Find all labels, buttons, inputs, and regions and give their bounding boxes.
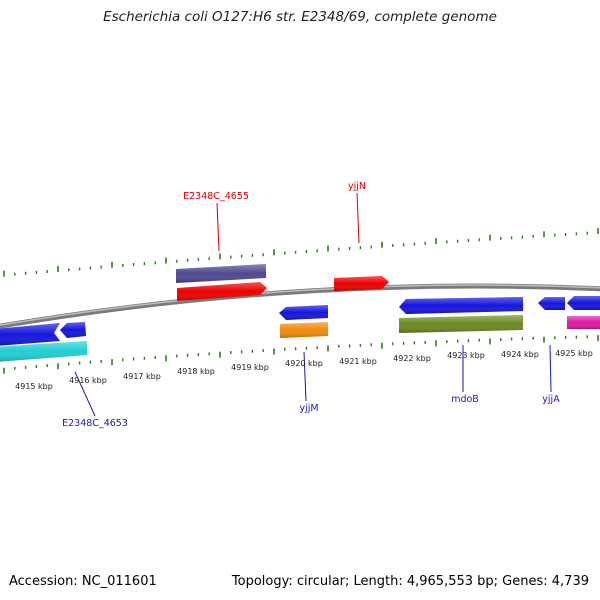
ruler-label-4918: 4918 kbp [177,367,215,376]
ruler-label-4917: 4917 kbp [123,372,161,381]
outer-tick-marks [3,228,599,277]
genome-summary-text: Topology: circular; Length: 4,965,553 bp… [231,574,589,589]
leader-yjjN [356,192,360,244]
ruler-label-4923: 4923 kbp [447,351,485,360]
ruler-label-4924: 4924 kbp [501,350,539,359]
ruler-label-4919: 4919 kbp [231,363,269,372]
gene-label-yjjM[interactable]: yjjM [299,403,318,414]
ruler-label-4922: 4922 kbp [393,354,431,363]
ruler-label-4921: 4921 kbp [339,357,377,366]
leader-yjjM [303,351,307,402]
leader-yjjA [549,344,552,393]
leader-E2348C_4655 [216,202,220,252]
gene-label-mdoB[interactable]: mdoB [451,394,479,405]
genome-backbone [0,283,600,329]
gene-label-yjjN[interactable]: yjjN [348,181,366,192]
genome-backbone-highlight [0,284,600,326]
gene-label-E2348C_4655[interactable]: E2348C_4655 [183,191,249,202]
gene-label-yjjA[interactable]: yjjA [542,394,560,405]
ruler-label-4925: 4925 kbp [555,349,593,358]
leader-E2348C_4653 [74,371,96,417]
inner-tick-marks [3,335,599,374]
ruler-label-4915: 4915 kbp [15,382,53,391]
map-title: Escherichia coli O127:H6 str. E2348/69, … [103,9,497,25]
ruler-label-4920: 4920 kbp [285,359,323,368]
ruler-label-4916: 4916 kbp [69,376,107,385]
gene-label-E2348C_4653[interactable]: E2348C_4653 [62,418,128,429]
accession-text: Accession: NC_011601 [9,574,157,589]
